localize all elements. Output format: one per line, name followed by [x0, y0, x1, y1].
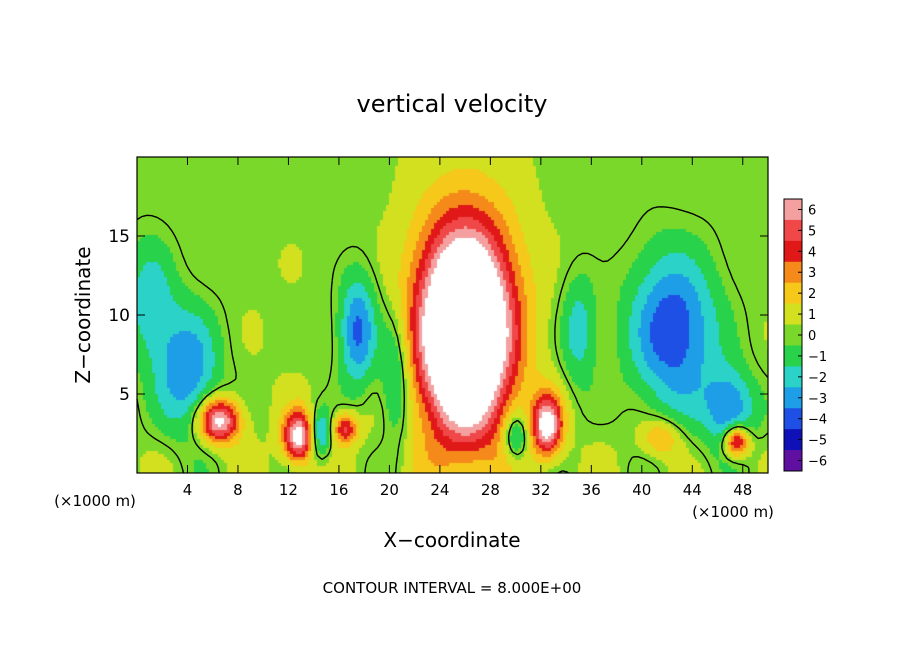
zero-contours: [136, 206, 769, 474]
x-tick-label: 4: [183, 481, 193, 499]
x-tick-label: 8: [233, 481, 243, 499]
x-tick-label: 40: [632, 481, 651, 499]
x-tick-label: 16: [329, 481, 348, 499]
colorbar-label: −2: [808, 371, 827, 386]
colorbar-label: −6: [808, 455, 827, 470]
colorbar-swatch: [784, 387, 802, 409]
colorbar-label: 5: [808, 224, 816, 239]
x-tick-label: 36: [582, 481, 601, 499]
field-raster: [137, 157, 768, 473]
x-tick-label: 44: [683, 481, 702, 499]
chart-title: vertical velocity: [357, 90, 548, 118]
y-tick-label: 10: [108, 306, 130, 326]
x-tick-label: 20: [380, 481, 399, 499]
colorbar-swatch: [784, 345, 802, 367]
colorbar: 6 5 4 3 2 1 0 −1 −2 −3 −4 −5 −6: [783, 198, 827, 472]
contour-interval-note: CONTOUR INTERVAL = 8.000E+00: [323, 579, 582, 597]
colorbar-swatch: [784, 324, 802, 346]
colorbar-label: 1: [808, 308, 816, 323]
colorbar-swatch: [784, 450, 802, 472]
x-tick-label: 12: [279, 481, 298, 499]
colorbar-label: 6: [808, 203, 816, 218]
colorbar-swatch: [784, 429, 802, 451]
plot-area: [136, 156, 769, 474]
x-unit-left: (×1000 m): [54, 492, 136, 510]
colorbar-swatch: [784, 282, 802, 305]
zero-contour-line: [136, 206, 769, 474]
y-axis-label: Z−coordinate: [71, 246, 95, 383]
x-axis: 4 8 12 16 20 24 28 32 36 40 44 48: [183, 157, 752, 499]
colorbar-label: 0: [808, 329, 816, 344]
colorbar-label: 3: [808, 266, 816, 281]
x-tick-label: 32: [531, 481, 550, 499]
x-tick-label: 24: [430, 481, 449, 499]
colorbar-label: −5: [808, 434, 827, 449]
colorbar-swatch: [784, 366, 802, 388]
x-tick-label: 48: [733, 481, 752, 499]
colorbar-label: 4: [808, 245, 816, 260]
x-tick-label: 28: [481, 481, 500, 499]
x-axis-label: X−coordinate: [383, 528, 520, 552]
colorbar-label: −1: [808, 350, 827, 365]
y-tick-label: 5: [119, 385, 130, 405]
colorbar-label: −3: [808, 392, 827, 407]
colorbar-label: −4: [808, 413, 827, 428]
colorbar-swatch: [784, 408, 802, 430]
x-unit-right: (×1000 m): [692, 503, 774, 521]
colorbar-swatch: [784, 219, 802, 242]
colorbar-swatch: [784, 303, 802, 326]
colorbar-label: 2: [808, 287, 816, 302]
y-tick-label: 15: [108, 227, 130, 247]
y-axis: 5 10 15: [108, 227, 768, 405]
colorbar-swatch: [784, 240, 802, 263]
colorbar-swatch: [784, 261, 802, 284]
colorbar-swatch: [784, 199, 802, 221]
